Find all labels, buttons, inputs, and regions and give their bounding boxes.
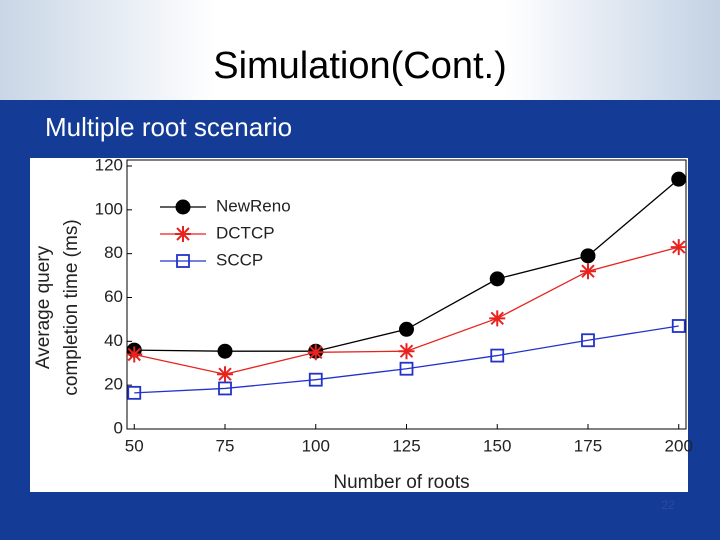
chart-area bbox=[30, 158, 688, 492]
point bbox=[217, 343, 233, 359]
plot-frame bbox=[126, 159, 687, 430]
slide-title: Simulation(Cont.) bbox=[213, 45, 507, 87]
point bbox=[399, 361, 414, 376]
point bbox=[579, 263, 596, 280]
subtitle: Multiple root scenario bbox=[45, 112, 292, 142]
point bbox=[308, 372, 323, 387]
point bbox=[489, 310, 506, 327]
y-tick-label: 120 bbox=[95, 155, 123, 174]
point bbox=[307, 344, 324, 361]
x-axis-label: Number of roots bbox=[333, 472, 469, 493]
x-tick-label: 100 bbox=[302, 436, 330, 455]
y-tick-label: 0 bbox=[114, 418, 123, 437]
point bbox=[218, 381, 232, 396]
series-line bbox=[134, 325, 679, 394]
legend-marker bbox=[175, 226, 191, 242]
x-tick-label: 150 bbox=[483, 436, 511, 455]
point bbox=[217, 366, 234, 383]
legend-label: NewReno bbox=[216, 196, 291, 215]
header-background bbox=[0, 0, 720, 100]
y-tick-label: 60 bbox=[104, 287, 123, 306]
legend-marker bbox=[176, 254, 190, 268]
y-tick-label: 20 bbox=[104, 375, 123, 394]
y-axis-label: completion time (ms) bbox=[61, 219, 82, 395]
point bbox=[127, 385, 142, 400]
y-axis-label: Average query bbox=[33, 245, 54, 369]
point bbox=[671, 319, 686, 333]
x-tick-label: 200 bbox=[665, 436, 693, 455]
legend-marker bbox=[175, 199, 191, 215]
point bbox=[581, 333, 595, 348]
y-tick-label: 80 bbox=[104, 243, 123, 262]
y-tick-label: 40 bbox=[104, 331, 123, 350]
x-tick-label: 125 bbox=[392, 436, 420, 455]
legend-label: DCTCP bbox=[216, 223, 275, 242]
point bbox=[670, 239, 687, 256]
point bbox=[399, 321, 414, 337]
point bbox=[490, 348, 505, 363]
x-tick-label: 175 bbox=[574, 436, 602, 455]
y-tick-label: 100 bbox=[95, 199, 123, 218]
point bbox=[580, 248, 596, 264]
x-tick-label: 50 bbox=[125, 436, 144, 455]
page-number: 22 bbox=[661, 498, 675, 512]
point bbox=[398, 343, 415, 360]
legend-label: SCCP bbox=[216, 250, 263, 269]
point bbox=[671, 171, 687, 187]
point bbox=[489, 271, 505, 287]
x-tick-label: 75 bbox=[216, 436, 235, 455]
point bbox=[126, 346, 143, 363]
